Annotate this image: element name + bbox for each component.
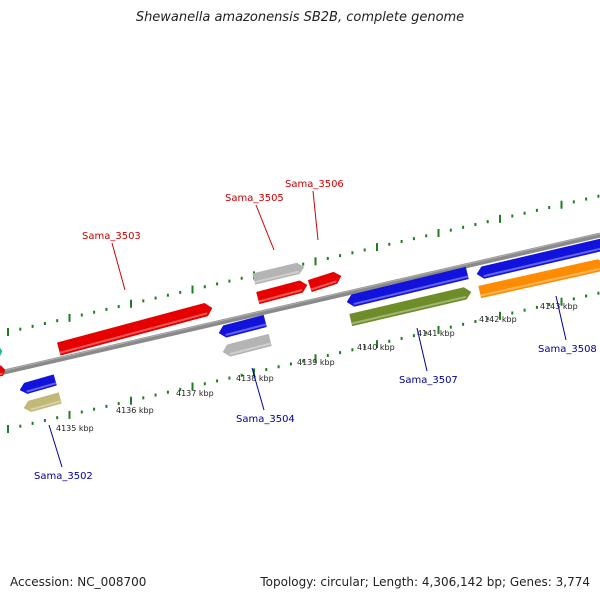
gene-label-sama-3504: Sama_3504: [236, 414, 295, 425]
gene-arrow-khaki-shine: [30, 400, 62, 411]
kbp-label: 4142 kbp: [479, 315, 517, 324]
gene-arrow-sama-3504-shine: [225, 323, 267, 336]
accession-text: Accession: NC_008700: [10, 575, 147, 589]
kbp-label: 4135 kbp: [56, 424, 94, 433]
map-title: Shewanella amazonensis SB2B, complete ge…: [135, 10, 465, 25]
gene-connector-line: [255, 204, 275, 251]
gene-connector-line: [251, 367, 265, 411]
kbp-label: 4139 kbp: [297, 358, 335, 367]
gene-connector-line: [416, 327, 428, 372]
gene-arrow-red-edge-shine: [0, 372, 3, 376]
gene-arrow-sama-3502-shine: [26, 382, 57, 393]
gene-arrow-red-4139-shine: [258, 289, 303, 303]
gene-arrow-sama-3503: [57, 303, 213, 356]
backbone-line: [0, 232, 600, 376]
kbp-label: 4140 kbp: [357, 343, 395, 352]
gene-arrow-grey-4138: [222, 333, 272, 357]
gene-arrow-sama-3505: [252, 262, 305, 285]
kbp-label: 4136 kbp: [116, 406, 154, 415]
gene-label-sama-3502: Sama_3502: [34, 471, 93, 482]
gene-connector-line: [48, 424, 63, 468]
gene-label-sama-3506: Sama_3506: [285, 179, 344, 190]
gene-connector-line: [111, 242, 126, 291]
gene-arrow-sama-3502: [19, 374, 57, 394]
gene-arrow-teal-edge: [0, 347, 3, 356]
ticks-inner: [7, 291, 600, 433]
gene-connector-line: [555, 295, 567, 341]
gene-arrow-sama-3508: [478, 259, 600, 299]
gene-arrow-blue-4140-shine: [353, 275, 469, 306]
gene-connector-line: [312, 190, 319, 241]
gene-label-sama-3508: Sama_3508: [538, 344, 597, 355]
gene-arrow-sama-3508-shine: [480, 267, 600, 297]
gene-arrow-sama-3503-shine: [59, 312, 208, 354]
gene-label-sama-3503: Sama_3503: [82, 231, 141, 242]
gene-arrow-khaki: [23, 392, 62, 412]
gene-arrow-grey-4138-shine: [229, 342, 272, 355]
gene-arrow-sama-3507: [349, 287, 472, 327]
gene-arrow-blue-4140: [346, 266, 469, 307]
gene-arrow-red-edge: [0, 365, 6, 377]
gene-arrow-blue-4142: [476, 238, 600, 279]
gene-arrow-red-4139: [256, 280, 308, 305]
gene-arrow-sama-3506-shine: [310, 280, 337, 291]
kbp-label: 4137 kbp: [176, 389, 214, 398]
gene-label-sama-3507: Sama_3507: [399, 375, 458, 386]
gene-arrow-sama-3504: [218, 314, 267, 338]
gene-arrow-sama-3506: [307, 271, 342, 293]
gene-arrow-blue-4142-shine: [483, 247, 600, 278]
gene-arrow-sama-3505-shine: [254, 270, 300, 284]
kbp-label: 4141 kbp: [417, 329, 455, 338]
gene-label-sama-3505: Sama_3505: [225, 193, 284, 204]
topology-text: Topology: circular; Length: 4,306,142 bp…: [260, 575, 590, 589]
gene-arrow-sama-3507-shine: [351, 295, 467, 325]
backbone-highlight: [0, 233, 600, 372]
